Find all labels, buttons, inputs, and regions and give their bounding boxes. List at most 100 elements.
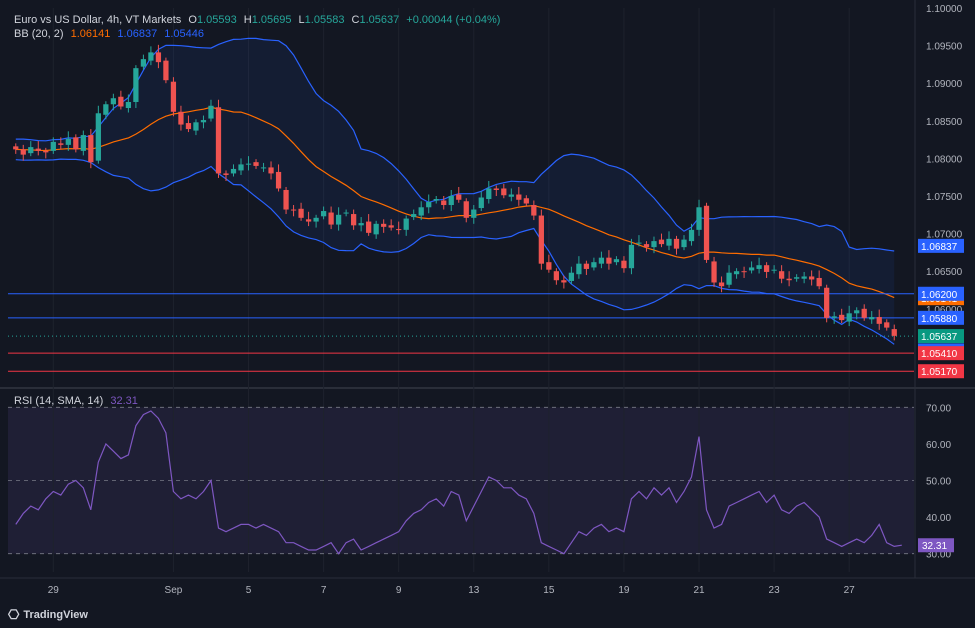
candle[interactable] <box>65 131 71 151</box>
candle[interactable] <box>718 276 725 293</box>
candle[interactable] <box>643 241 650 252</box>
candle[interactable] <box>268 161 274 180</box>
candle[interactable] <box>884 319 890 331</box>
candle[interactable] <box>756 257 762 274</box>
candle[interactable] <box>148 46 154 66</box>
candle[interactable] <box>178 105 184 131</box>
candle[interactable] <box>170 77 177 117</box>
candle[interactable] <box>253 159 259 169</box>
candle[interactable] <box>688 223 695 246</box>
candle[interactable] <box>366 214 372 236</box>
candle[interactable] <box>373 220 379 239</box>
candle[interactable] <box>103 101 109 120</box>
candle[interactable] <box>568 266 575 284</box>
candle[interactable] <box>726 265 732 288</box>
candle[interactable] <box>313 214 319 228</box>
candle[interactable] <box>335 207 342 231</box>
candle[interactable] <box>583 260 590 275</box>
candle[interactable] <box>283 186 289 215</box>
candle[interactable] <box>433 196 439 204</box>
candle[interactable] <box>133 65 139 109</box>
candle[interactable] <box>741 266 747 278</box>
candle[interactable] <box>396 221 402 235</box>
candle[interactable] <box>351 209 357 230</box>
candle[interactable] <box>73 134 79 153</box>
candles[interactable] <box>13 44 897 341</box>
candle[interactable] <box>794 274 800 282</box>
candle[interactable] <box>516 186 522 206</box>
candle[interactable] <box>215 99 222 178</box>
candle[interactable] <box>658 233 665 248</box>
candle[interactable] <box>88 129 94 169</box>
candle[interactable] <box>809 270 815 286</box>
candle[interactable] <box>290 205 297 217</box>
candle[interactable] <box>501 183 507 199</box>
candle[interactable] <box>163 57 169 84</box>
candle[interactable] <box>411 209 417 221</box>
candle[interactable] <box>816 270 822 290</box>
candle[interactable] <box>328 206 334 230</box>
candle[interactable] <box>223 170 229 181</box>
candle[interactable] <box>854 307 860 320</box>
candle[interactable] <box>508 188 514 202</box>
candle[interactable] <box>778 265 785 284</box>
candle[interactable] <box>95 105 101 164</box>
candle[interactable] <box>891 324 897 341</box>
candle[interactable] <box>275 164 282 192</box>
candle[interactable] <box>831 311 837 324</box>
candle[interactable] <box>478 191 484 212</box>
candle[interactable] <box>441 196 447 210</box>
candle[interactable] <box>651 236 657 254</box>
candle[interactable] <box>748 261 755 274</box>
candle[interactable] <box>155 44 162 69</box>
candle[interactable] <box>110 93 116 111</box>
candle[interactable] <box>538 209 544 270</box>
candle[interactable] <box>463 198 469 223</box>
candle[interactable] <box>696 199 702 236</box>
candle[interactable] <box>876 309 882 330</box>
candle[interactable] <box>448 189 454 212</box>
candle[interactable] <box>493 185 499 196</box>
candle[interactable] <box>763 262 770 278</box>
candle[interactable] <box>43 147 49 159</box>
candle[interactable] <box>418 201 424 221</box>
candle[interactable] <box>426 194 432 214</box>
candle[interactable] <box>20 144 26 161</box>
candle[interactable] <box>733 268 740 279</box>
candle[interactable] <box>208 99 214 122</box>
candle[interactable] <box>343 209 349 217</box>
candle[interactable] <box>598 251 605 269</box>
candle[interactable] <box>628 238 635 275</box>
candle[interactable] <box>238 158 244 175</box>
candle[interactable] <box>591 257 597 271</box>
candle[interactable] <box>636 235 642 247</box>
candle[interactable] <box>13 143 19 154</box>
candle[interactable] <box>245 156 252 171</box>
candle[interactable] <box>388 219 394 231</box>
tradingview-logo[interactable]: ⎔ TradingView <box>8 607 88 623</box>
candle[interactable] <box>185 115 192 133</box>
candle[interactable] <box>358 217 364 232</box>
candle[interactable] <box>786 271 792 287</box>
candle[interactable] <box>711 256 717 287</box>
candle[interactable] <box>673 235 680 255</box>
candle[interactable] <box>621 256 627 273</box>
candle[interactable] <box>320 206 327 220</box>
candle[interactable] <box>298 202 304 221</box>
candle[interactable] <box>801 271 807 284</box>
candle[interactable] <box>140 54 147 70</box>
candle[interactable] <box>771 265 777 274</box>
candle[interactable] <box>561 275 567 289</box>
candle[interactable] <box>456 186 462 203</box>
candle[interactable] <box>193 119 199 136</box>
candle[interactable] <box>824 284 830 323</box>
candle[interactable] <box>681 235 687 251</box>
candle[interactable] <box>471 205 477 224</box>
candle[interactable] <box>260 162 267 172</box>
candle[interactable] <box>576 256 582 279</box>
candle[interactable] <box>230 164 237 177</box>
candle[interactable] <box>200 115 207 129</box>
candle[interactable] <box>846 305 852 327</box>
candle[interactable] <box>613 256 620 266</box>
candle[interactable] <box>666 231 672 251</box>
